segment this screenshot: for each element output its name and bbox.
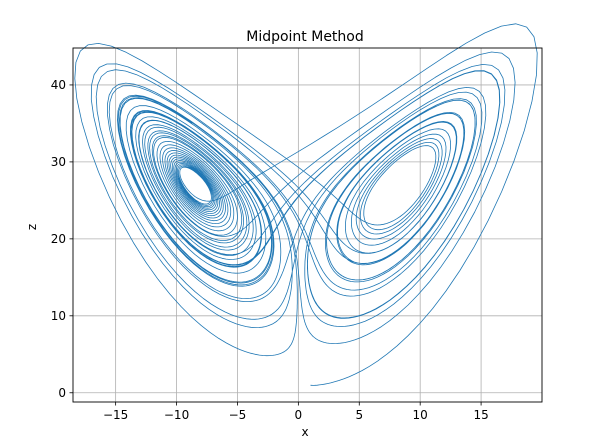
- series-line-0: [74, 23, 538, 386]
- y-axis-label: z: [25, 224, 39, 230]
- ticks: −15 −10 −5 0 5 10 15 0 10 20 30 40: [51, 78, 489, 422]
- plot-area: [74, 23, 538, 386]
- y-tick-label: 10: [51, 309, 66, 323]
- x-tick-label: −5: [229, 408, 247, 422]
- y-tick-label: 40: [51, 78, 66, 92]
- y-tick-label: 20: [51, 232, 66, 246]
- x-tick-label: 5: [355, 408, 363, 422]
- x-tick-label: −10: [164, 408, 189, 422]
- axes-frame: [72, 47, 543, 403]
- y-tick-label: 30: [51, 155, 66, 169]
- x-tick-label: 0: [295, 408, 303, 422]
- x-axis-label: x: [301, 425, 308, 439]
- y-tick-label: 0: [58, 386, 66, 400]
- x-tick-label: −15: [103, 408, 128, 422]
- x-tick-label: 15: [473, 408, 488, 422]
- chart-title: Midpoint Method: [246, 29, 364, 45]
- x-tick-label: 10: [413, 408, 428, 422]
